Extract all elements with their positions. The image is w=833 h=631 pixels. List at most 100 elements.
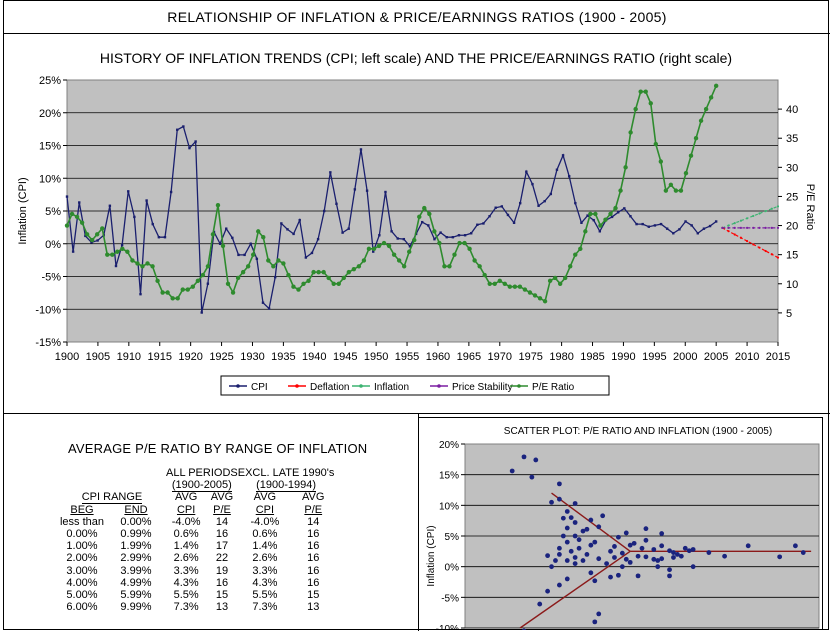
- table-cell-beg: 2.00%: [66, 552, 98, 565]
- pe-point: [120, 246, 125, 252]
- pe-point: [170, 296, 175, 301]
- pe-point: [613, 205, 618, 211]
- x-tick-label: 1965: [457, 351, 481, 363]
- cpi-point: [427, 224, 430, 227]
- end-header: END: [124, 503, 148, 516]
- cpi-point: [696, 232, 700, 235]
- history-chart: HISTORY OF INFLATION TRENDS (CPI; left s…: [17, 50, 816, 396]
- table-cell-end: 3.99%: [120, 564, 152, 577]
- price-stability-projection-point: [745, 226, 749, 229]
- deflation-projection-point: [776, 256, 780, 259]
- legend-marker: [295, 384, 299, 388]
- pe-point: [235, 275, 241, 281]
- pe-point: [618, 188, 623, 193]
- x-tick-label: 2010: [735, 351, 759, 363]
- price-stability-projection-point: [752, 226, 755, 229]
- pe-point: [115, 249, 120, 254]
- pe-point: [316, 269, 321, 275]
- cpi-point: [218, 242, 222, 245]
- inflation-projection-point: [727, 224, 730, 227]
- cpi-point: [365, 189, 369, 192]
- x-tick-label: 1950: [364, 351, 388, 363]
- pe-point: [547, 278, 553, 284]
- legend-label: Inflation: [374, 382, 409, 393]
- table-row: 4.00% 4.99% 4.3% 16 4.3% 16: [58, 577, 334, 589]
- y2-tick-label: 40: [786, 104, 798, 116]
- pe-point: [84, 232, 90, 237]
- pe-point: [276, 258, 281, 263]
- cpi-point: [690, 224, 693, 227]
- price-stability-projection-point: [770, 226, 773, 229]
- pe-point: [100, 226, 105, 231]
- table-cell-pe: 15: [215, 589, 229, 602]
- y-tick-label: -10%: [35, 304, 61, 316]
- pe-point: [482, 272, 487, 278]
- x-tick-label: 1975: [518, 351, 542, 363]
- pe-point: [628, 130, 633, 135]
- pe-point: [583, 229, 588, 234]
- x-tick-label: 1920: [178, 351, 202, 363]
- table-row: 2.00% 2.99% 2.6% 22 2.6% 16: [58, 552, 334, 564]
- table-cell-end: 0.00%: [120, 515, 152, 528]
- table-cell-pe2: 16: [307, 540, 320, 553]
- cpi-point: [157, 236, 161, 239]
- pe-point: [713, 83, 719, 89]
- pe-point: [366, 246, 372, 252]
- cpi-point: [176, 128, 179, 131]
- pe-point: [391, 252, 397, 257]
- pe-point: [527, 290, 533, 295]
- pe-point: [89, 237, 95, 243]
- pe-point: [356, 264, 362, 269]
- cpi-point: [635, 222, 638, 226]
- price-stability-projection-point: [727, 226, 730, 229]
- y2-tick-label: 10: [786, 279, 798, 291]
- cpi-point: [353, 188, 357, 191]
- table-cell-end: 2.99%: [120, 552, 152, 565]
- table-cell-pe: 14: [215, 515, 229, 528]
- cpi-point: [225, 227, 228, 230]
- pe-point: [568, 264, 573, 269]
- table-cell-beg: less than: [59, 515, 105, 528]
- cpi-point: [598, 230, 602, 233]
- pe-point: [432, 229, 437, 234]
- pe-point: [598, 223, 603, 228]
- cpi-point: [421, 220, 424, 224]
- cpi-point: [188, 146, 191, 150]
- table-cell-cpi2: 3.3%: [252, 564, 278, 577]
- cpi-point: [151, 222, 154, 226]
- pe-point: [467, 246, 472, 252]
- pe-point: [573, 252, 578, 257]
- table-cell-pe2: 14: [307, 515, 320, 528]
- pe-point: [522, 287, 528, 292]
- pe-header: P/E: [304, 503, 323, 516]
- cpi-point: [237, 253, 240, 257]
- cpi-point: [384, 190, 387, 194]
- pe-point: [261, 235, 266, 240]
- legend-marker: [517, 384, 521, 388]
- cpi-point: [335, 202, 338, 205]
- legend-marker: [437, 384, 441, 388]
- pe-point: [588, 211, 593, 217]
- pe-point: [462, 240, 467, 246]
- cpi-point: [463, 234, 467, 237]
- pe-point: [135, 261, 140, 266]
- pe-point: [452, 252, 457, 257]
- cpi-point: [659, 222, 663, 226]
- cpi-point: [555, 168, 559, 171]
- cpi-point: [182, 125, 185, 128]
- cpi-point: [120, 243, 124, 247]
- cpi-point: [580, 221, 583, 224]
- pe-point: [200, 272, 206, 278]
- x-tick-label: 1970: [488, 351, 512, 363]
- pe-point: [623, 165, 628, 170]
- pe-point: [331, 281, 336, 286]
- pe-point: [477, 264, 482, 269]
- pe-point: [256, 229, 261, 234]
- cpi-point: [641, 222, 644, 226]
- cpi-point: [402, 237, 406, 241]
- table-row: 0.00% 0.99% 0.6% 16 0.6% 16: [58, 528, 334, 540]
- pe-point: [69, 211, 75, 217]
- pe-point: [210, 232, 216, 237]
- pe-point: [563, 275, 568, 281]
- x-tick-label: 2000: [673, 351, 697, 363]
